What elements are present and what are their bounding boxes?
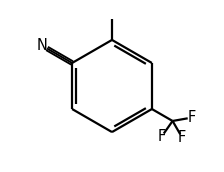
Text: N: N [37, 38, 48, 53]
Text: F: F [178, 130, 186, 145]
Text: F: F [187, 110, 196, 125]
Text: F: F [157, 129, 166, 144]
